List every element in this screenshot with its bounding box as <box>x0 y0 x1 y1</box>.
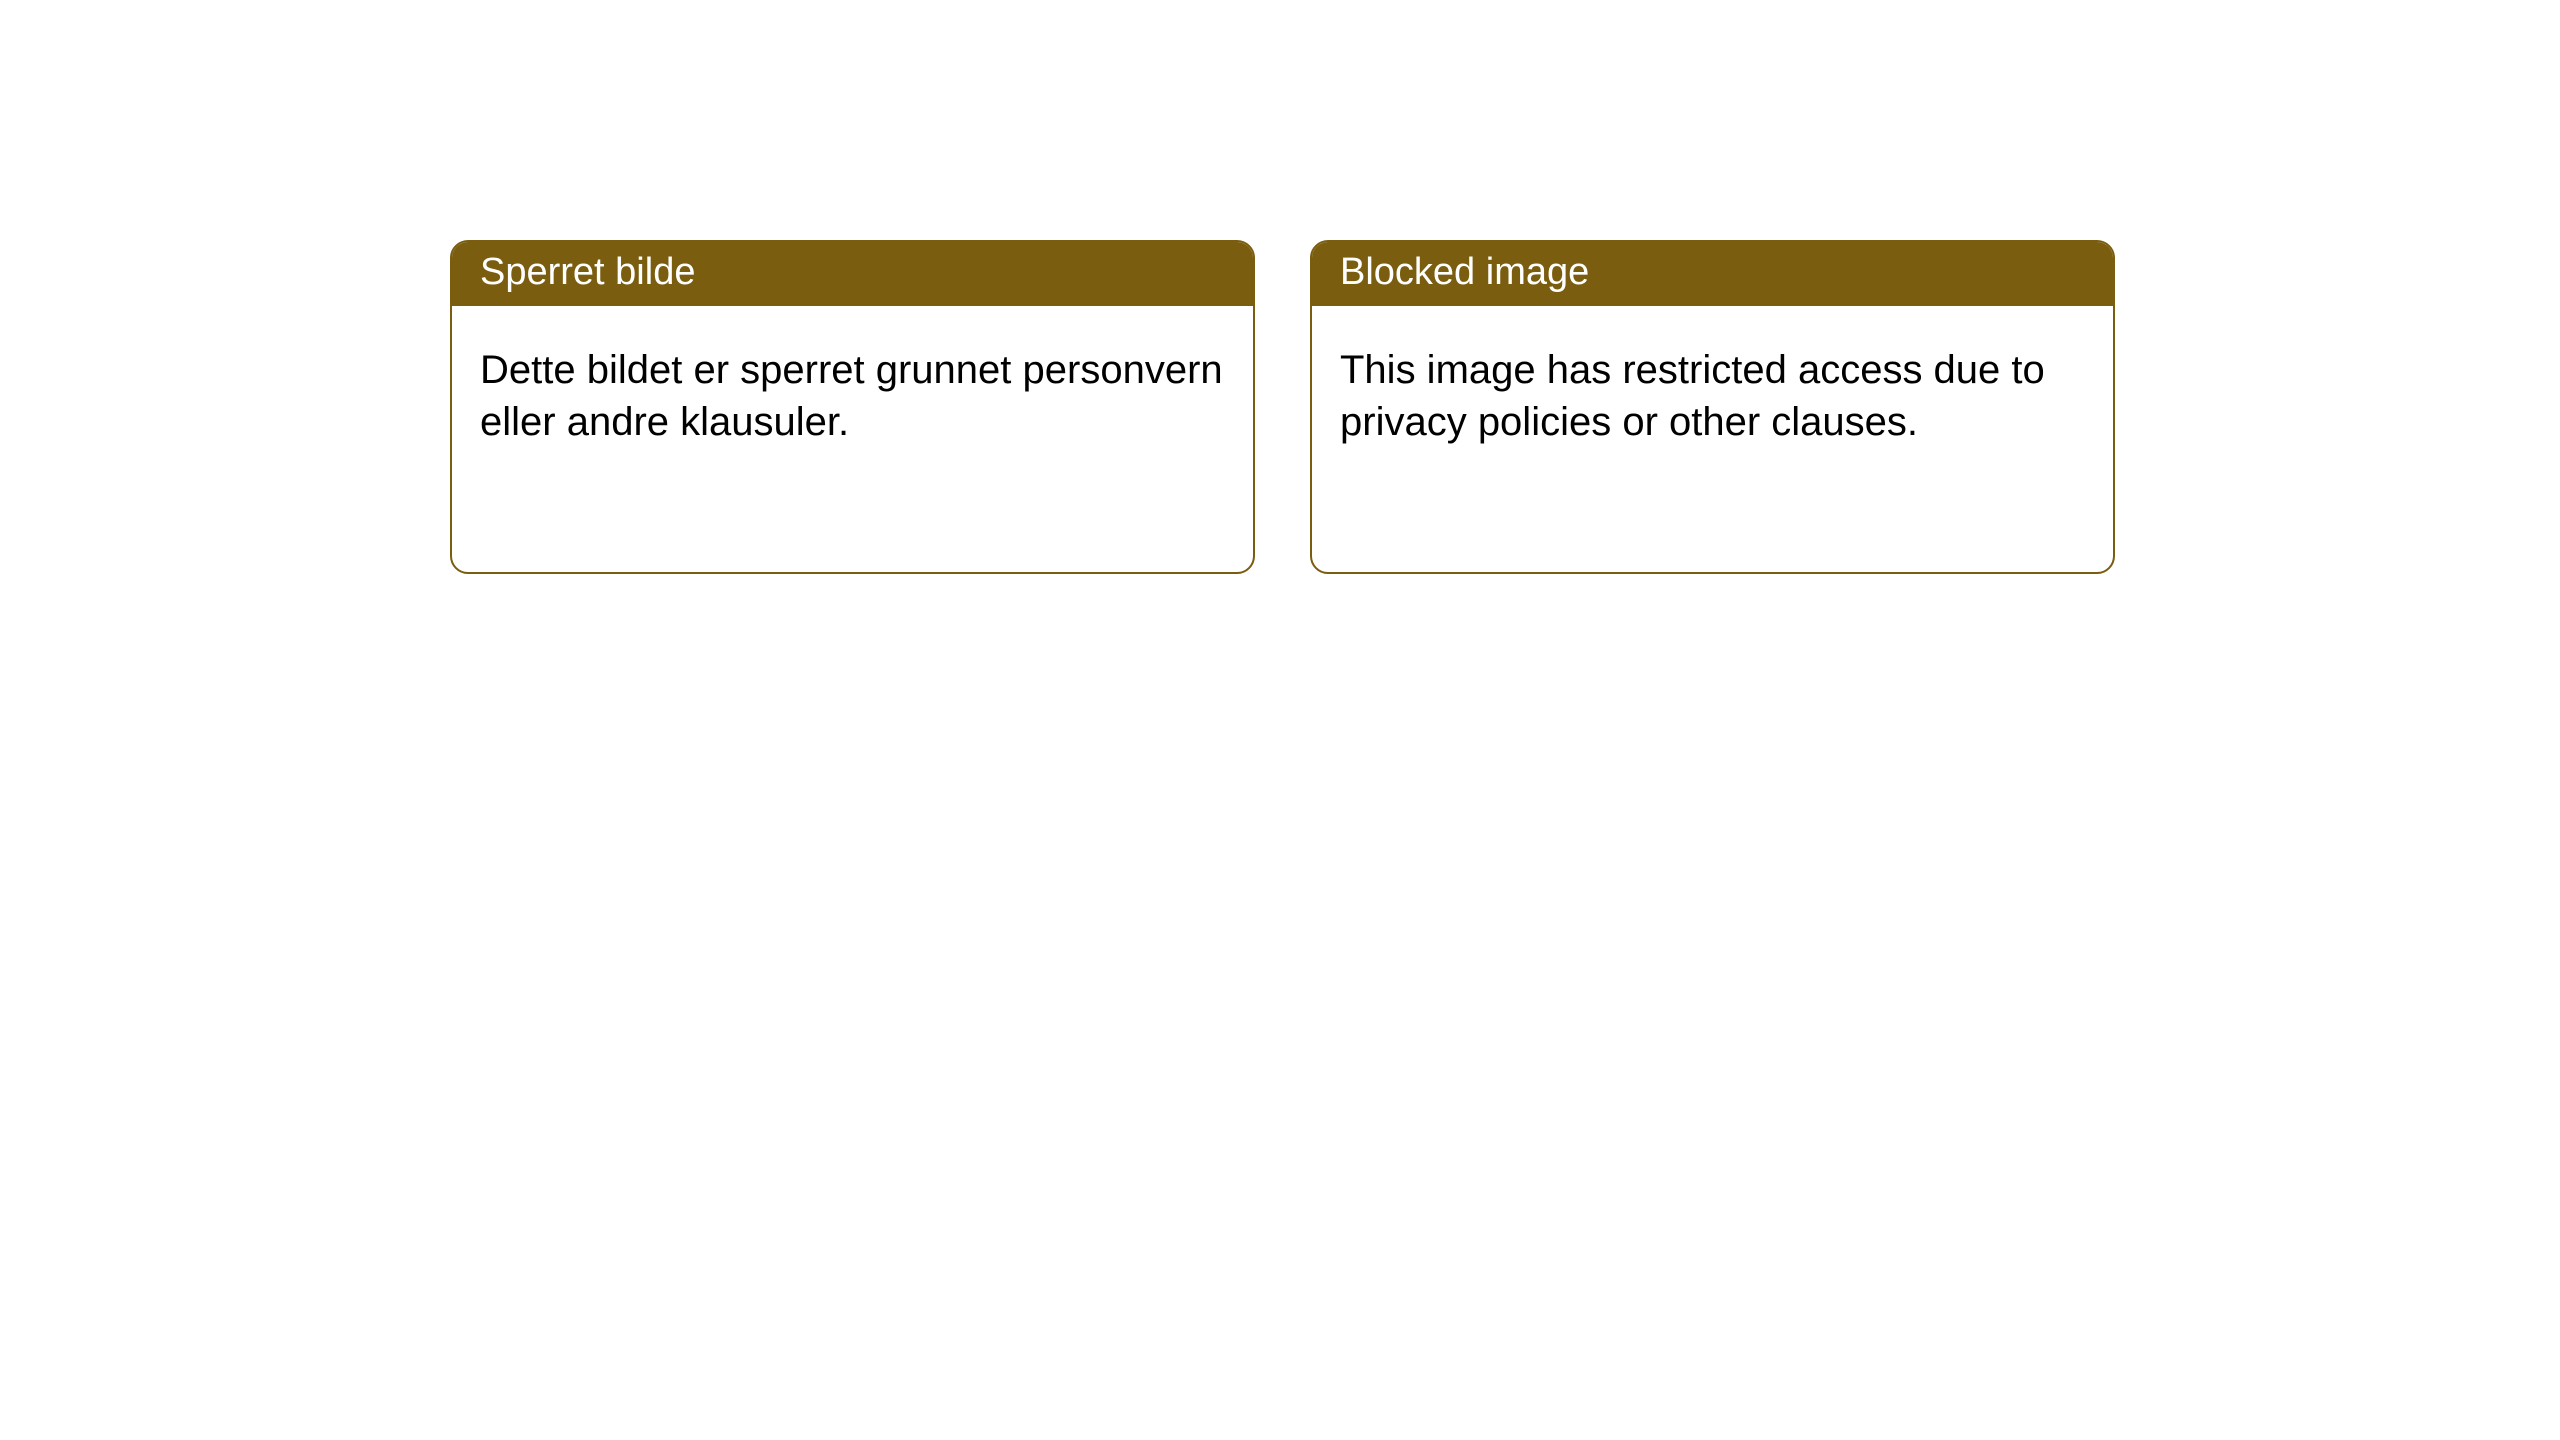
notice-title: Sperret bilde <box>452 242 1253 306</box>
notice-body-text: This image has restricted access due to … <box>1312 306 2113 476</box>
notice-card-english: Blocked image This image has restricted … <box>1310 240 2115 574</box>
notice-card-norwegian: Sperret bilde Dette bildet er sperret gr… <box>450 240 1255 574</box>
notice-container: Sperret bilde Dette bildet er sperret gr… <box>0 0 2560 574</box>
notice-body-text: Dette bildet er sperret grunnet personve… <box>452 306 1253 476</box>
notice-title: Blocked image <box>1312 242 2113 306</box>
